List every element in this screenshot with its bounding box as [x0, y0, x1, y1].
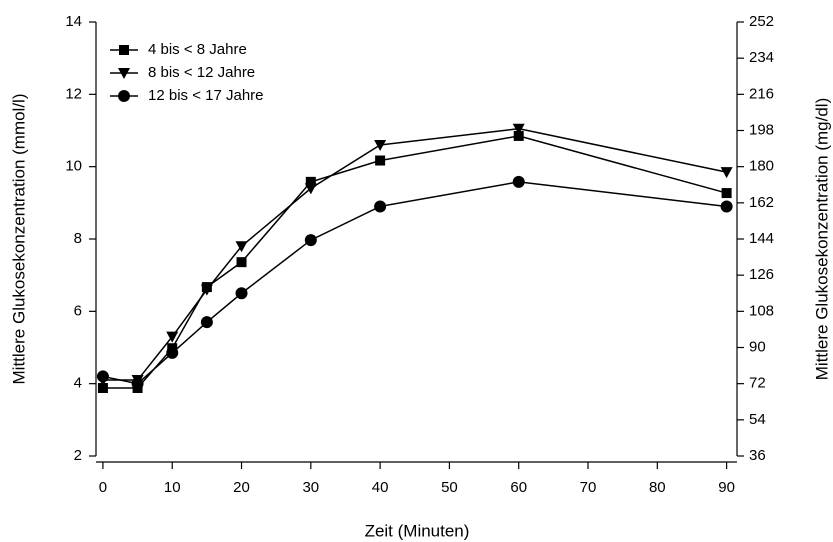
y2-tick-label: 108: [749, 302, 774, 319]
y2-tick-label: 198: [749, 121, 774, 138]
x-tick-label: 50: [441, 479, 458, 496]
y2-axis-label: Mittlere Glukosekonzentration (mg/dl): [812, 98, 831, 381]
marker: [304, 183, 317, 195]
marker: [304, 234, 317, 247]
marker: [374, 200, 387, 213]
legend-label: 12 bis < 17 Jahre: [148, 87, 264, 104]
legend-marker: [118, 68, 130, 79]
y2-tick-label: 72: [749, 375, 766, 392]
x-tick-label: 70: [580, 479, 597, 496]
y-tick-label: 4: [74, 375, 82, 392]
y2-tick-label: 54: [749, 411, 766, 428]
marker: [166, 331, 179, 343]
y2-tick-label: 90: [749, 338, 766, 355]
y2-tick-label: 252: [749, 13, 774, 30]
marker: [97, 383, 108, 394]
marker: [200, 284, 213, 296]
y2-tick-label: 126: [749, 266, 774, 283]
marker: [236, 257, 247, 268]
series-line: [102, 181, 727, 385]
y2-tick-label: 216: [749, 85, 774, 102]
y-tick-label: 14: [65, 13, 82, 30]
marker: [513, 130, 524, 141]
x-tick-label: 80: [649, 479, 666, 496]
marker: [200, 316, 213, 329]
marker: [305, 176, 316, 187]
legend-marker: [118, 90, 130, 102]
marker: [375, 155, 386, 166]
y-tick-label: 2: [74, 447, 82, 464]
y2-tick-label: 162: [749, 194, 774, 211]
y-tick-label: 6: [74, 302, 82, 319]
x-tick-label: 30: [302, 479, 319, 496]
marker: [720, 167, 733, 179]
x-tick-label: 40: [372, 479, 389, 496]
series-line: [102, 135, 727, 389]
y-tick-label: 10: [65, 158, 82, 175]
y2-tick-label: 36: [749, 447, 766, 464]
x-axis-label: Zeit (Minuten): [365, 521, 470, 540]
marker: [512, 123, 525, 135]
marker: [512, 175, 525, 188]
x-tick-label: 60: [510, 479, 527, 496]
y-tick-label: 12: [65, 85, 82, 102]
legend-label: 4 bis < 8 Jahre: [148, 41, 247, 58]
y2-tick-label: 144: [749, 230, 774, 247]
marker: [235, 287, 248, 300]
marker: [96, 370, 109, 383]
marker: [721, 188, 732, 199]
y2-tick-label: 234: [749, 49, 774, 66]
x-tick-label: 0: [99, 479, 107, 496]
marker: [720, 200, 733, 213]
legend-label: 8 bis < 12 Jahre: [148, 64, 255, 81]
marker: [166, 346, 179, 359]
x-tick-label: 20: [233, 479, 250, 496]
y2-tick-label: 180: [749, 158, 774, 175]
x-tick-label: 90: [718, 479, 735, 496]
y-axis-label: Mittlere Glukosekonzentration (mmol/l): [9, 94, 28, 385]
y-tick-label: 8: [74, 230, 82, 247]
x-tick-label: 10: [164, 479, 181, 496]
legend-marker: [119, 45, 129, 55]
marker: [374, 139, 387, 151]
marker: [235, 241, 248, 253]
series-line: [102, 127, 727, 381]
marker: [131, 377, 144, 390]
